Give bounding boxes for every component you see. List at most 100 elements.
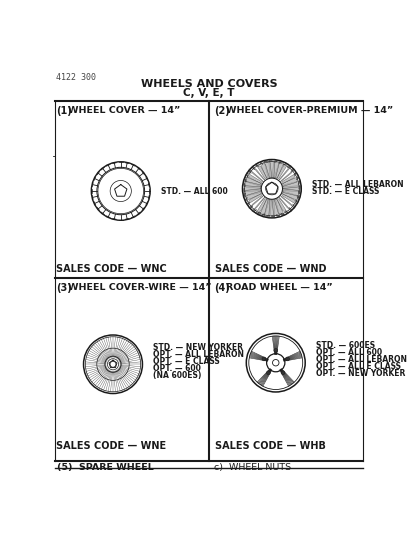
Text: SALES CODE — WND: SALES CODE — WND [215, 264, 326, 274]
Polygon shape [287, 165, 290, 168]
Text: OPT. — ALL E CLASS: OPT. — ALL E CLASS [316, 362, 401, 371]
Polygon shape [276, 164, 288, 180]
Polygon shape [249, 169, 264, 183]
Polygon shape [298, 181, 300, 184]
Polygon shape [276, 215, 279, 216]
Polygon shape [249, 195, 264, 208]
Polygon shape [282, 191, 299, 201]
Text: (3): (3) [56, 282, 72, 293]
Text: OPT. — NEW YORKER: OPT. — NEW YORKER [316, 369, 406, 378]
Text: c)  WHEEL NUTS: c) WHEEL NUTS [214, 463, 291, 472]
Ellipse shape [281, 371, 285, 375]
Polygon shape [277, 196, 292, 212]
Polygon shape [274, 162, 284, 179]
Text: STD. — ALL LEBARON: STD. — ALL LEBARON [312, 180, 404, 189]
Text: WHEEL COVER — 14”: WHEEL COVER — 14” [68, 106, 180, 115]
Polygon shape [274, 160, 277, 162]
Polygon shape [250, 206, 253, 209]
Polygon shape [264, 161, 272, 178]
Text: SALES CODE — WHB: SALES CODE — WHB [215, 441, 326, 451]
Polygon shape [246, 173, 263, 185]
Text: STD. — ALL 600: STD. — ALL 600 [161, 187, 228, 196]
Text: OPT. — E CLASS: OPT. — E CLASS [153, 357, 220, 366]
Polygon shape [283, 181, 299, 189]
Text: C, V, E, T: C, V, E, T [183, 88, 235, 98]
Text: (5)  SPARE WHEEL: (5) SPARE WHEEL [57, 463, 154, 472]
Polygon shape [259, 162, 270, 179]
Polygon shape [269, 160, 272, 162]
Text: STD. — E CLASS: STD. — E CLASS [312, 187, 379, 196]
Polygon shape [281, 173, 297, 185]
Polygon shape [257, 212, 261, 214]
Polygon shape [252, 167, 255, 170]
Polygon shape [248, 171, 251, 174]
Polygon shape [262, 214, 265, 216]
Ellipse shape [266, 183, 278, 195]
Text: WHEEL COVER-PREMIUM — 14”: WHEEL COVER-PREMIUM — 14” [226, 106, 393, 115]
Text: SALES CODE — WNE: SALES CODE — WNE [56, 441, 166, 451]
Polygon shape [244, 193, 246, 196]
Polygon shape [299, 186, 300, 189]
Text: ROAD WHEEL — 14”: ROAD WHEEL — 14” [226, 282, 333, 292]
Polygon shape [244, 185, 261, 192]
Polygon shape [264, 199, 272, 216]
Polygon shape [255, 164, 259, 167]
Polygon shape [246, 192, 263, 205]
Polygon shape [252, 196, 266, 212]
Text: (NA 600ES): (NA 600ES) [153, 370, 202, 379]
Polygon shape [295, 200, 298, 203]
Polygon shape [279, 169, 295, 183]
Text: (2): (2) [215, 106, 230, 116]
Polygon shape [283, 185, 299, 192]
Polygon shape [285, 211, 288, 213]
Polygon shape [246, 174, 248, 177]
Polygon shape [293, 204, 295, 207]
Polygon shape [244, 183, 245, 187]
Polygon shape [272, 199, 279, 216]
Polygon shape [277, 166, 292, 181]
Polygon shape [244, 181, 261, 189]
Text: 4122 300: 4122 300 [56, 73, 96, 82]
Polygon shape [244, 179, 246, 182]
Polygon shape [245, 191, 262, 201]
Polygon shape [244, 189, 261, 197]
Polygon shape [259, 198, 270, 215]
Polygon shape [283, 189, 299, 197]
Polygon shape [245, 176, 262, 187]
Polygon shape [272, 161, 279, 178]
Ellipse shape [266, 354, 285, 372]
Text: SALES CODE — WNC: SALES CODE — WNC [56, 264, 167, 274]
Text: (1): (1) [56, 106, 72, 116]
Polygon shape [291, 168, 294, 172]
Polygon shape [253, 209, 257, 212]
Polygon shape [279, 161, 282, 164]
Ellipse shape [273, 359, 279, 366]
Polygon shape [252, 166, 266, 181]
Ellipse shape [110, 361, 116, 367]
Polygon shape [247, 202, 250, 205]
Polygon shape [267, 215, 270, 217]
Text: STD. — 600ES: STD. — 600ES [316, 341, 375, 350]
Polygon shape [274, 198, 284, 215]
Polygon shape [271, 215, 275, 217]
Ellipse shape [107, 359, 119, 370]
Ellipse shape [266, 371, 271, 375]
Polygon shape [289, 207, 292, 211]
Ellipse shape [105, 356, 121, 373]
Text: (4): (4) [215, 282, 230, 293]
Polygon shape [283, 163, 286, 166]
Polygon shape [294, 172, 297, 175]
Polygon shape [269, 161, 275, 177]
Polygon shape [281, 213, 284, 215]
Polygon shape [245, 198, 247, 201]
Polygon shape [296, 176, 299, 180]
Polygon shape [282, 176, 299, 187]
Polygon shape [255, 197, 268, 214]
Text: WHEELS AND COVERS: WHEELS AND COVERS [141, 79, 277, 90]
Ellipse shape [274, 349, 278, 352]
Polygon shape [255, 164, 268, 180]
Ellipse shape [261, 178, 282, 199]
Polygon shape [244, 188, 245, 191]
Text: OPT. — 600: OPT. — 600 [153, 364, 201, 373]
Text: OPT. — ALL 600: OPT. — ALL 600 [316, 348, 382, 357]
